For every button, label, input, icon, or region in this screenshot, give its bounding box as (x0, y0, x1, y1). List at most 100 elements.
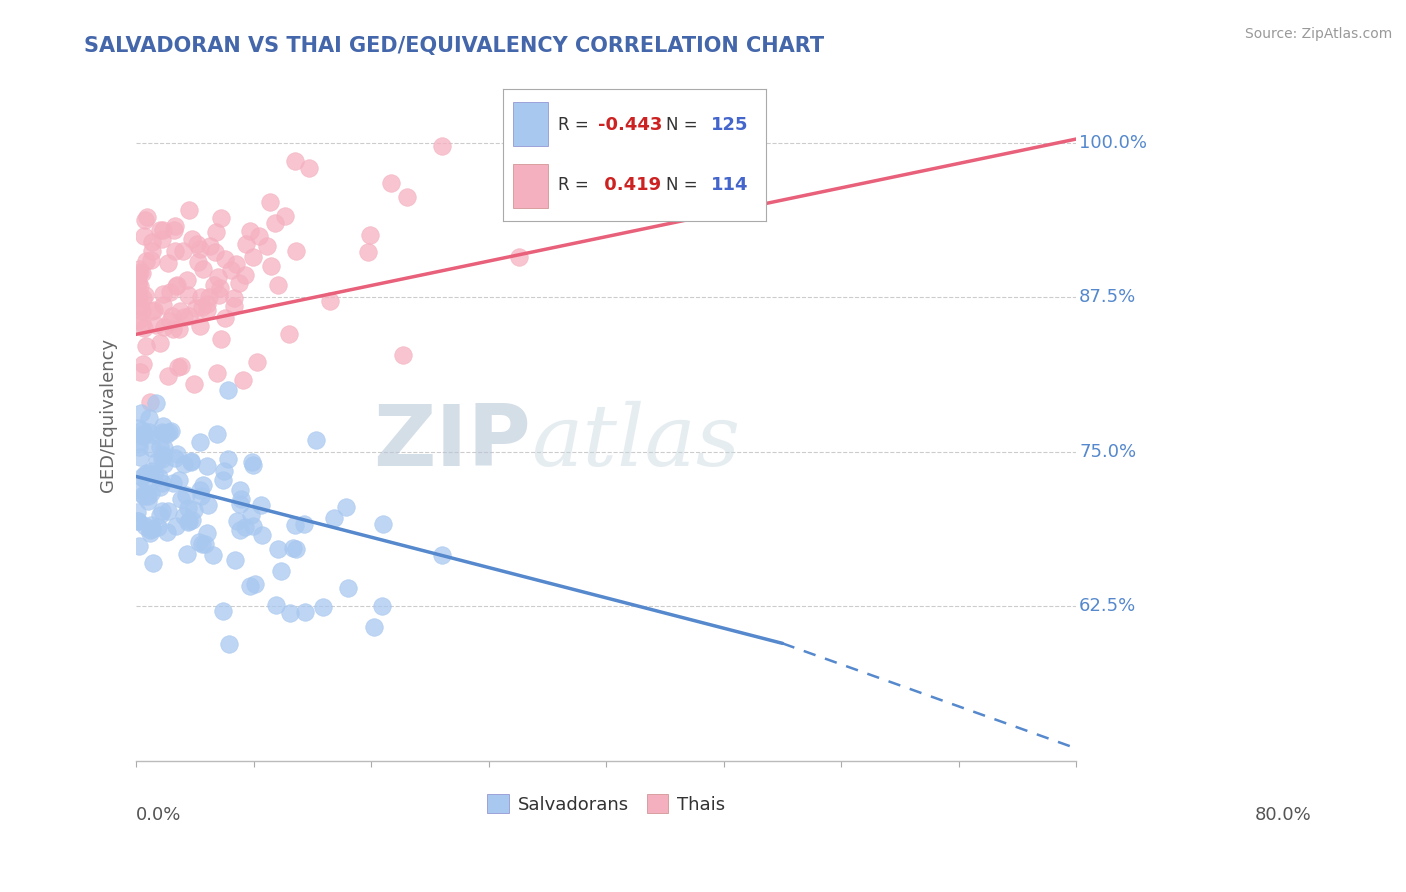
Point (183, 377, 205, 392)
Point (139, 253, 162, 268)
Point (129, 406, 152, 420)
Point (267, 542, 290, 557)
Point (190, 300, 212, 314)
Point (229, 497, 252, 511)
Point (127, 515, 149, 529)
Point (177, 515, 200, 529)
Point (197, 290, 219, 304)
Point (141, 441, 163, 455)
Point (180, 453, 202, 467)
Point (141, 303, 163, 318)
Point (231, 491, 253, 506)
Point (128, 299, 150, 313)
Point (380, 176, 402, 190)
Point (197, 526, 219, 541)
Point (187, 255, 209, 269)
Point (150, 232, 173, 246)
Point (132, 357, 155, 371)
Text: 62.5%: 62.5% (1080, 598, 1136, 615)
Point (127, 269, 149, 284)
Point (392, 347, 415, 361)
Point (184, 301, 207, 316)
Point (162, 322, 184, 336)
Point (205, 367, 228, 381)
Point (212, 464, 235, 478)
Point (195, 303, 218, 318)
Point (191, 537, 214, 551)
Point (157, 256, 180, 270)
Point (197, 498, 219, 512)
Point (134, 519, 156, 533)
Point (373, 516, 395, 531)
Point (165, 451, 187, 466)
Point (242, 458, 264, 472)
Point (195, 297, 218, 311)
Text: 0.0%: 0.0% (136, 805, 181, 824)
Point (167, 473, 190, 487)
Point (357, 245, 380, 260)
Point (163, 244, 186, 258)
Point (134, 321, 156, 335)
Point (249, 498, 271, 512)
Point (239, 579, 262, 593)
Point (153, 319, 176, 334)
Point (132, 429, 155, 443)
Point (152, 448, 174, 462)
Point (135, 253, 157, 268)
Point (283, 541, 305, 555)
Point (148, 520, 170, 534)
Point (245, 577, 267, 591)
Point (180, 231, 202, 245)
Point (128, 261, 150, 276)
Point (211, 473, 233, 487)
Point (131, 427, 153, 442)
Point (176, 273, 198, 287)
Point (156, 524, 179, 539)
Point (143, 303, 166, 318)
Point (128, 313, 150, 327)
Point (212, 604, 235, 618)
Point (134, 467, 156, 481)
Point (191, 477, 214, 491)
Point (131, 488, 153, 502)
Point (239, 224, 262, 238)
Point (371, 599, 394, 614)
Point (173, 508, 195, 523)
Point (432, 139, 454, 153)
Point (190, 242, 212, 256)
Text: Source: ZipAtlas.com: Source: ZipAtlas.com (1244, 27, 1392, 41)
Point (139, 517, 162, 532)
Point (148, 469, 170, 483)
Point (292, 516, 315, 531)
Point (141, 486, 163, 500)
Point (177, 309, 200, 323)
Point (267, 277, 290, 292)
Point (138, 425, 160, 439)
Point (134, 489, 156, 503)
Point (430, 548, 453, 562)
Point (214, 252, 236, 267)
Point (294, 605, 316, 619)
Point (127, 276, 149, 290)
Point (152, 223, 174, 237)
Point (143, 428, 166, 442)
Point (191, 262, 214, 277)
Point (235, 268, 257, 283)
Point (229, 523, 252, 537)
Point (239, 508, 262, 522)
Point (228, 276, 250, 290)
Text: atlas: atlas (531, 401, 740, 483)
Text: ZIP: ZIP (373, 401, 531, 483)
Text: SALVADORAN VS THAI GED/EQUIVALENCY CORRELATION CHART: SALVADORAN VS THAI GED/EQUIVALENCY CORRE… (84, 36, 824, 55)
Point (156, 426, 179, 441)
Point (134, 288, 156, 302)
Point (224, 553, 246, 567)
Point (263, 216, 285, 230)
Point (128, 440, 150, 454)
Point (150, 504, 173, 518)
Point (142, 556, 165, 570)
Point (170, 359, 193, 373)
Point (127, 514, 149, 528)
Point (166, 278, 188, 293)
Point (153, 426, 176, 441)
